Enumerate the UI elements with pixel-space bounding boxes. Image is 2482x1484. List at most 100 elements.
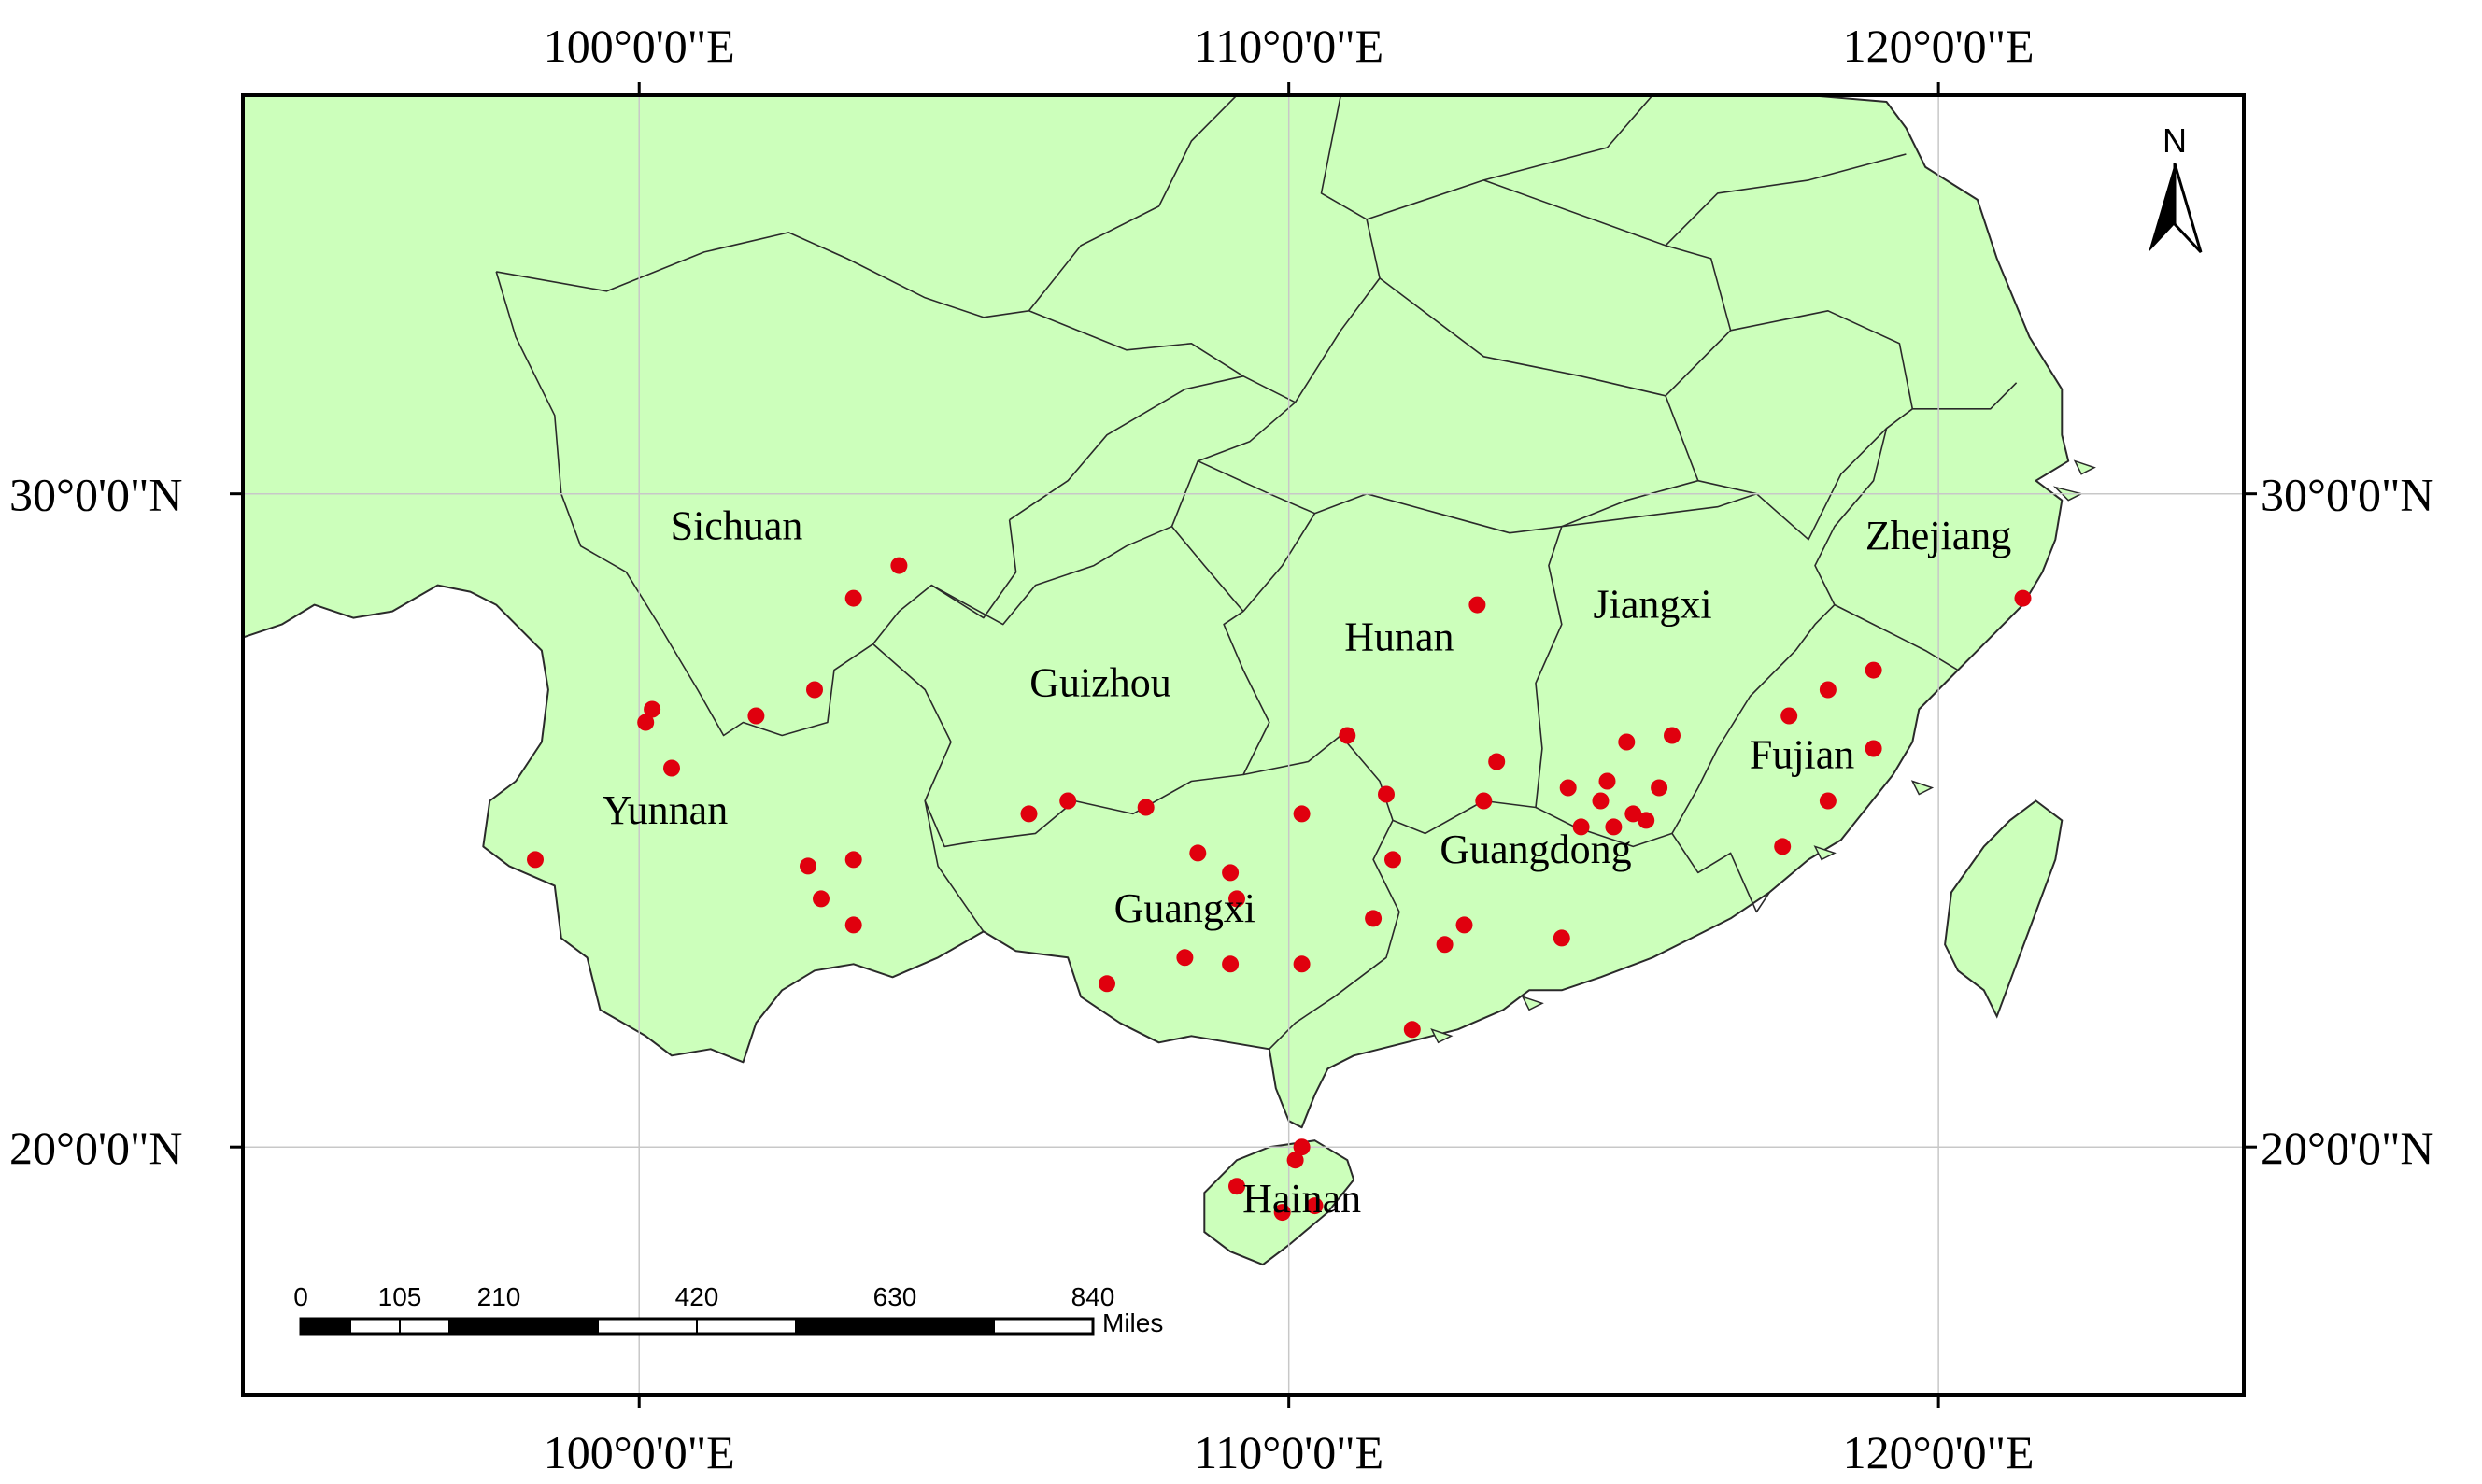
sample-point: [844, 916, 862, 934]
sample-point: [1436, 936, 1454, 954]
mainland-polygon: [243, 95, 2070, 1129]
scale-bar-tick-label: 840: [1071, 1282, 1115, 1311]
scale-bar-segment: [696, 1318, 797, 1335]
sample-point: [1273, 1204, 1291, 1222]
province-border-line: [1730, 309, 1914, 409]
province-label-hainan: Hainan: [1242, 1176, 1361, 1222]
sample-point: [806, 681, 823, 699]
scale-bar-segment: [399, 1318, 450, 1335]
sample-point: [1286, 1152, 1304, 1169]
province-border-line: [1561, 492, 1757, 528]
sample-point: [1819, 792, 1837, 810]
north-arrow-right-icon: [2173, 163, 2203, 254]
province-border-line: [930, 525, 1244, 626]
hainan-polygon: [1203, 1139, 1355, 1266]
province-border-line: [1665, 382, 2018, 541]
sample-point: [1559, 779, 1577, 797]
graticule: [243, 95, 2244, 1395]
north-arrow: N: [2149, 121, 2203, 254]
taiwan-polygon: [1944, 799, 2064, 1019]
province-border-line: [1197, 459, 1699, 534]
sample-point: [747, 707, 765, 725]
sample-point: [844, 851, 862, 869]
scale-bar-tick-label: 0: [293, 1282, 308, 1311]
island-polygon: [2073, 459, 2096, 475]
sample-point: [1339, 727, 1356, 744]
sample-point: [1592, 792, 1610, 810]
province-labels: Sichuan Yunnan Guizhou Hunan Jiangxi Fujian Zh…: [603, 503, 2012, 1222]
sample-point: [1137, 799, 1155, 816]
scale-bar-outline: [299, 1317, 1095, 1336]
sample-point: [1455, 916, 1473, 934]
sample-point: [1293, 955, 1311, 973]
sample-point: [1293, 1138, 1311, 1156]
scale-bar-segment: [448, 1318, 500, 1335]
sample-point: [1222, 955, 1240, 973]
province-border-line: [1028, 310, 1296, 403]
scale-bar-segment: [349, 1318, 401, 1335]
sample-point: [1819, 681, 1837, 699]
sample-point: [1306, 1197, 1324, 1215]
province-label-fujian: Fujian: [1750, 732, 1854, 778]
scale-bar-tick-label: 420: [675, 1282, 719, 1311]
province-border-line: [1294, 95, 1381, 403]
sample-point: [1059, 792, 1077, 810]
sample-point: [1228, 1178, 1245, 1195]
sample-point: [813, 890, 830, 908]
island-polygon: [1521, 996, 1544, 1011]
island-polygon: [1813, 845, 1837, 861]
province-border-line: [1366, 95, 1653, 220]
longitude-label-top: 100°0'0"E: [544, 20, 735, 72]
latitude-label-left: 30°0'0"N: [9, 469, 183, 521]
longitude-label-bottom: 100°0'0"E: [544, 1426, 735, 1478]
sample-point: [1176, 949, 1194, 967]
scale-bar-unit: Miles: [1102, 1308, 1163, 1337]
scale-bar-segment: [993, 1318, 1094, 1335]
sample-point: [637, 714, 655, 731]
sample-point: [1651, 779, 1668, 797]
sample-point: [1865, 661, 1882, 679]
sample-point: [1572, 818, 1590, 836]
sample-point: [1228, 890, 1245, 908]
latitude-label-right: 30°0'0"N: [2261, 469, 2434, 521]
province-border-line: [1242, 513, 1316, 613]
longitude-label-bottom: 110°0'0"E: [1194, 1426, 1383, 1478]
sample-points: [527, 557, 2032, 1222]
island-polygon: [1910, 780, 1935, 796]
graticule-labels: 100°0'0"E 100°0'0"E 110°0'0"E 110°0'0"E 120°…: [9, 20, 2434, 1478]
sample-point: [1598, 772, 1616, 790]
sample-point: [527, 851, 544, 869]
scale-bar-segment: [300, 1318, 351, 1335]
longitude-label-top: 120°0'0"E: [1843, 20, 2035, 72]
sample-point: [1664, 727, 1681, 744]
sample-point: [1638, 812, 1655, 829]
sample-point: [1293, 805, 1311, 823]
sample-point: [1222, 864, 1240, 882]
sample-point: [2014, 589, 2032, 607]
latitude-label-right: 20°0'0"N: [2261, 1122, 2434, 1174]
sample-point: [1189, 844, 1207, 862]
province-border-line: [1814, 428, 1959, 671]
sample-point: [800, 857, 816, 875]
sample-point: [1475, 792, 1493, 810]
sample-point: [1618, 733, 1636, 751]
scale-bar-segment: [498, 1318, 599, 1335]
province-border-line: [924, 800, 985, 932]
scale-bar-tick-label: 630: [873, 1282, 917, 1311]
province-border-line: [1483, 153, 1907, 247]
sample-point: [1865, 740, 1882, 757]
north-arrow-left-icon: [2149, 163, 2175, 252]
sample-point: [1780, 707, 1798, 725]
island-polygon: [1430, 1028, 1454, 1044]
map-frame: [241, 93, 2246, 1397]
province-label-sichuan: Sichuan: [671, 503, 803, 549]
sample-point: [1384, 851, 1401, 869]
province-borders: [495, 95, 2018, 1050]
scale-bar-segment: [795, 1318, 896, 1335]
sample-point: [1099, 975, 1115, 993]
scale-bar-segment: [894, 1318, 995, 1335]
sample-point: [1468, 596, 1486, 614]
